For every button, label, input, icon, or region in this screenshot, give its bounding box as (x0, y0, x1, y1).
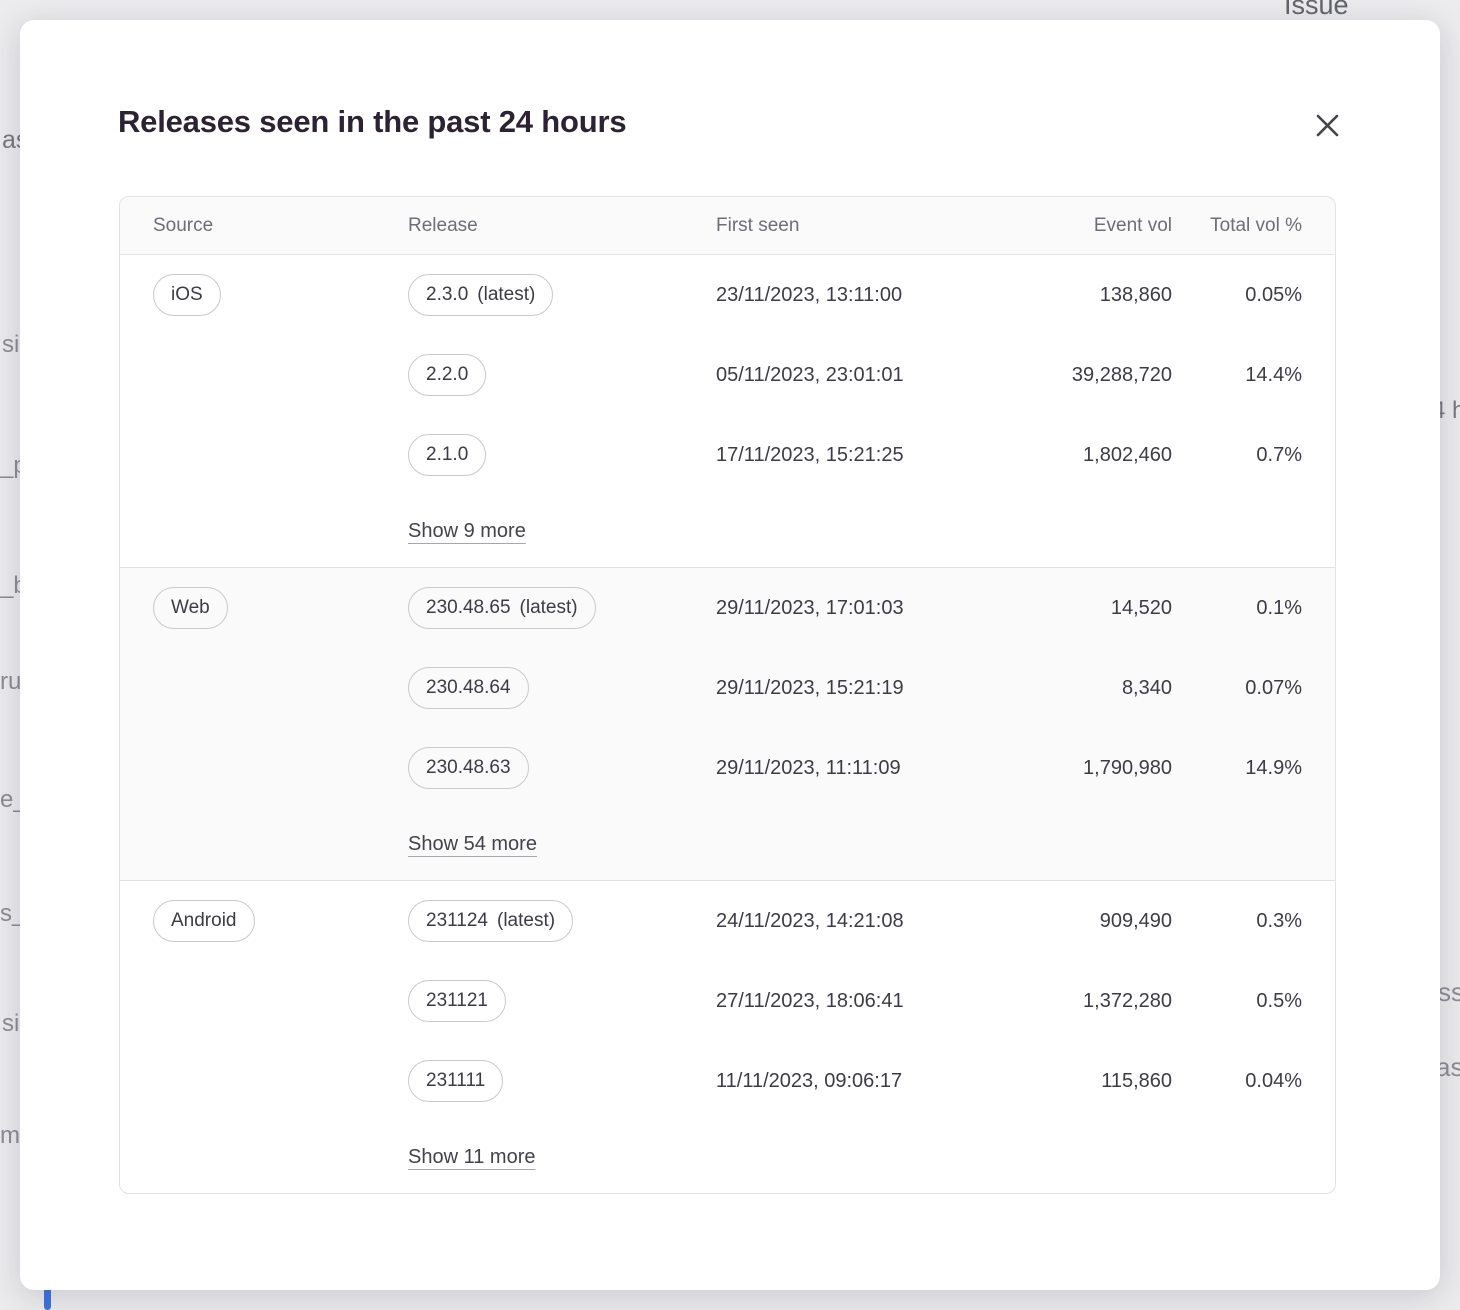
backdrop-fragment: as (1436, 1052, 1460, 1082)
latest-tag: (latest) (477, 284, 536, 305)
column-header-total-vol: Total vol % (1210, 214, 1302, 236)
release-version: 230.48.64 (426, 677, 511, 698)
source-group-ios: iOS 2.3.0 (latest) 23/11/2023, 13:11:00 … (120, 255, 1335, 567)
first-seen-value: 27/11/2023, 18:06:41 (716, 989, 904, 1012)
show-more-row: Show 54 more (120, 808, 1335, 880)
release-row: 2.2.0 05/11/2023, 23:01:01 39,288,720 14… (120, 335, 1335, 415)
first-seen-value: 17/11/2023, 15:21:25 (716, 443, 904, 466)
event-vol-value: 138,860 (1099, 283, 1172, 306)
backdrop-fragment: ss (1438, 977, 1460, 1007)
show-more-row: Show 9 more (120, 495, 1335, 567)
release-badge: 231121 (408, 980, 506, 1022)
column-header-event-vol: Event vol (1093, 214, 1172, 236)
total-vol-value: 0.05% (1245, 283, 1302, 306)
release-row: iOS 2.3.0 (latest) 23/11/2023, 13:11:00 … (120, 255, 1335, 335)
release-badge: 230.48.65 (latest) (408, 587, 596, 629)
release-version: 231111 (426, 1070, 486, 1091)
event-vol-value: 1,790,980 (1083, 756, 1172, 779)
total-vol-value: 14.4% (1245, 363, 1302, 386)
release-version: 230.48.63 (426, 757, 511, 778)
release-version: 2.1.0 (426, 444, 469, 465)
release-version: 231124 (426, 910, 488, 931)
event-vol-value: 115,860 (1101, 1069, 1172, 1092)
release-row: 231111 11/11/2023, 09:06:17 115,860 0.04… (120, 1041, 1335, 1121)
backdrop-fragment: si (2, 1010, 20, 1037)
total-vol-value: 14.9% (1245, 756, 1302, 779)
release-row: 2.1.0 17/11/2023, 15:21:25 1,802,460 0.7… (120, 415, 1335, 495)
release-row: 230.48.64 29/11/2023, 15:21:19 8,340 0.0… (120, 648, 1335, 728)
release-version: 231121 (426, 990, 488, 1011)
first-seen-value: 05/11/2023, 23:01:01 (716, 363, 904, 386)
release-row: Android 231124 (latest) 24/11/2023, 14:2… (120, 881, 1335, 961)
column-header-release: Release (408, 214, 478, 236)
source-label: Android (171, 910, 237, 931)
show-more-link[interactable]: Show 9 more (408, 519, 526, 542)
first-seen-value: 29/11/2023, 17:01:03 (716, 596, 904, 619)
release-badge: 2.3.0 (latest) (408, 274, 554, 316)
release-row: Web 230.48.65 (latest) 29/11/2023, 17:01… (120, 568, 1335, 648)
event-vol-value: 39,288,720 (1071, 363, 1172, 386)
backdrop-fragment: Issue (1284, 0, 1349, 20)
release-version: 2.2.0 (426, 364, 469, 385)
release-badge: 2.2.0 (408, 354, 487, 396)
release-badge: 230.48.64 (408, 667, 529, 709)
release-badge: 231111 (408, 1060, 504, 1102)
release-row: 231121 27/11/2023, 18:06:41 1,372,280 0.… (120, 961, 1335, 1041)
dialog-title: Releases seen in the past 24 hours (118, 104, 627, 139)
total-vol-value: 0.1% (1256, 596, 1302, 619)
event-vol-value: 14,520 (1110, 596, 1172, 619)
releases-table: Source Release First seen Event vol Tota… (119, 196, 1336, 1194)
first-seen-value: 11/11/2023, 09:06:17 (716, 1069, 903, 1092)
first-seen-value: 23/11/2023, 13:11:00 (716, 283, 903, 306)
source-label: iOS (171, 284, 203, 305)
column-header-source: Source (153, 214, 214, 236)
release-badge: 230.48.63 (408, 747, 529, 789)
first-seen-value: 29/11/2023, 15:21:19 (716, 676, 904, 699)
source-label: Web (171, 597, 210, 618)
backdrop-fragment: si (2, 331, 20, 358)
close-button[interactable] (1304, 104, 1350, 150)
source-group-android: Android 231124 (latest) 24/11/2023, 14:2… (120, 880, 1335, 1193)
first-seen-value: 29/11/2023, 11:11:09 (716, 756, 901, 779)
total-vol-value: 0.3% (1256, 909, 1302, 932)
total-vol-value: 0.5% (1256, 989, 1302, 1012)
source-badge: Web (153, 587, 228, 629)
close-icon (1314, 112, 1341, 142)
release-badge: 2.1.0 (408, 434, 487, 476)
event-vol-value: 1,802,460 (1083, 443, 1172, 466)
column-header-first-seen: First seen (716, 214, 800, 236)
event-vol-value: 909,490 (1099, 909, 1172, 932)
event-vol-value: 8,340 (1121, 676, 1172, 699)
show-more-row: Show 11 more (120, 1121, 1335, 1193)
release-row: 230.48.63 29/11/2023, 11:11:09 1,790,980… (120, 728, 1335, 808)
show-more-link[interactable]: Show 54 more (408, 832, 537, 855)
total-vol-value: 0.04% (1245, 1069, 1302, 1092)
releases-dialog: Releases seen in the past 24 hours Sourc… (20, 20, 1440, 1290)
table-header-row: Source Release First seen Event vol Tota… (120, 197, 1335, 255)
source-group-web: Web 230.48.65 (latest) 29/11/2023, 17:01… (120, 567, 1335, 880)
first-seen-value: 24/11/2023, 14:21:08 (716, 909, 904, 932)
total-vol-value: 0.07% (1245, 676, 1302, 699)
release-version: 230.48.65 (426, 597, 511, 618)
event-vol-value: 1,372,280 (1083, 989, 1172, 1012)
source-badge: Android (153, 900, 255, 942)
latest-tag: (latest) (519, 597, 578, 618)
source-badge: iOS (153, 274, 221, 316)
backdrop-fragment: m (0, 1122, 20, 1149)
latest-tag: (latest) (497, 910, 556, 931)
release-version: 2.3.0 (426, 284, 469, 305)
total-vol-value: 0.7% (1256, 443, 1302, 466)
show-more-link[interactable]: Show 11 more (408, 1145, 536, 1168)
backdrop-fragment: ru (0, 668, 22, 695)
release-badge: 231124 (latest) (408, 900, 574, 942)
